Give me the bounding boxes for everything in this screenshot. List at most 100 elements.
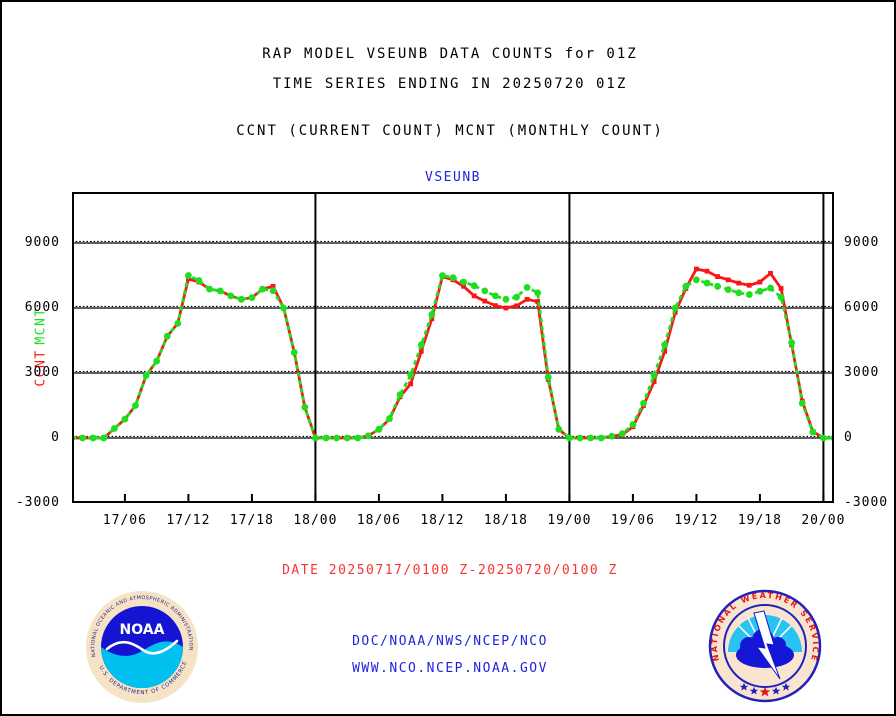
mcnt-marker	[523, 284, 531, 291]
mcnt-marker	[618, 430, 626, 438]
ccnt-marker	[715, 274, 720, 279]
mcnt-marker	[386, 415, 393, 422]
mcnt-marker	[439, 272, 446, 279]
mcnt-marker	[206, 285, 213, 293]
ccnt-marker	[492, 303, 498, 309]
mcnt-marker	[629, 421, 637, 428]
mcnt-marker	[301, 403, 309, 411]
y-axis-tick-label: 9000	[844, 235, 880, 250]
mcnt-marker	[724, 286, 732, 293]
footer-url: WWW.NCO.NCEP.NOAA.GOV	[352, 661, 548, 676]
ccnt-marker	[746, 282, 752, 288]
mcnt-marker	[142, 372, 150, 380]
mcnt-marker	[354, 434, 362, 442]
ccnt-marker	[662, 348, 668, 354]
mcnt-marker	[280, 304, 288, 312]
ccnt-line	[72, 267, 834, 440]
mcnt-marker	[322, 434, 330, 442]
mcnt-marker	[703, 279, 711, 287]
y-axis-tick-label: 6000	[24, 300, 60, 315]
x-axis-tick-label: 19/00	[547, 513, 592, 528]
mcnt-marker	[798, 399, 806, 407]
x-axis-tick-label: 18/18	[483, 513, 528, 528]
mcnt-marker	[343, 434, 351, 442]
mcnt-marker	[820, 434, 827, 442]
mcnt-marker	[79, 434, 86, 442]
mcnt-marker	[428, 311, 436, 318]
mcnt-marker	[470, 282, 478, 290]
mcnt-marker	[132, 402, 139, 409]
timeseries-plot	[72, 192, 834, 503]
mcnt-marker	[110, 425, 118, 432]
chart-title: VSEUNB	[425, 170, 481, 185]
mcnt-marker	[555, 425, 563, 433]
mcnt-marker	[576, 434, 584, 442]
ccnt-marker	[651, 379, 657, 385]
x-axis-tick-label: 18/06	[356, 513, 401, 528]
mcnt-marker	[121, 415, 129, 423]
mcnt-marker	[650, 371, 658, 379]
mcnt-marker	[661, 341, 669, 349]
mcnt-marker	[407, 371, 415, 379]
page-title: RAP MODEL VSEUNB DATA COUNTS for 01Z	[262, 46, 638, 62]
y-axis-tick-label: 0	[51, 430, 60, 445]
date-range-label: DATE 20250717/0100 Z-20250720/0100 Z	[282, 563, 618, 578]
ccnt-marker	[736, 280, 742, 286]
mcnt-marker	[513, 293, 520, 301]
mcnt-marker	[460, 278, 467, 286]
mcnt-marker	[502, 295, 510, 303]
mcnt-marker	[312, 434, 319, 442]
ccnt-marker	[270, 283, 276, 289]
noaa-sea-shape	[101, 641, 183, 688]
noaa-gull-icon	[105, 639, 179, 655]
ccnt-marker	[725, 277, 731, 283]
mcnt-marker	[375, 425, 383, 433]
plot-border	[72, 192, 834, 503]
x-axis-tick-label: 20/00	[801, 513, 846, 528]
x-axis-tick-label: 19/06	[610, 513, 655, 528]
mcnt-marker	[259, 285, 266, 293]
mcnt-marker	[163, 332, 171, 340]
mcnt-marker	[544, 373, 552, 381]
noaa-logo: NATIONAL OCEANIC AND ATMOSPHERIC ADMINIS…	[86, 591, 198, 703]
page-title-line2: TIME SERIES ENDING IN 20250720 01Z	[272, 76, 628, 92]
mcnt-marker	[396, 391, 404, 399]
mcnt-marker	[174, 319, 182, 327]
y-axis-tick-label: 0	[844, 430, 853, 445]
nws-logo: NATIONAL WEATHER SERVICE	[708, 589, 822, 703]
mcnt-marker	[185, 272, 192, 279]
y-axis-tick-label: 3000	[24, 365, 60, 380]
ccnt-marker	[461, 283, 466, 289]
ccnt-marker	[408, 381, 414, 387]
x-axis-tick-label: 19/12	[674, 513, 719, 528]
mcnt-marker	[534, 289, 542, 297]
mcnt-marker	[767, 284, 774, 292]
mcnt-marker	[597, 434, 605, 442]
mcnt-marker	[587, 434, 594, 442]
mcnt-marker	[248, 294, 256, 302]
x-axis-tick-label: 18/12	[420, 513, 465, 528]
y-axis-tick-label: 6000	[844, 300, 880, 315]
mcnt-marker	[608, 432, 616, 440]
noaa-wordmark: NOAA	[120, 622, 165, 638]
ccnt-marker	[429, 316, 435, 322]
mcnt-marker	[682, 282, 690, 290]
mcnt-marker	[777, 293, 785, 301]
mcnt-marker	[449, 274, 457, 282]
ccnt-marker	[471, 293, 477, 299]
y-axis-tick-label: -3000	[844, 495, 889, 510]
mcnt-marker	[714, 282, 721, 290]
mcnt-marker	[100, 434, 108, 442]
ccnt-marker	[757, 279, 763, 285]
x-axis-tick-label: 17/06	[102, 513, 147, 528]
mcnt-marker	[491, 292, 499, 300]
mcnt-marker	[227, 292, 235, 300]
mcnt-marker	[89, 434, 97, 442]
x-axis-tick-label: 19/18	[737, 513, 782, 528]
mcnt-marker	[269, 287, 277, 295]
mcnt-marker	[640, 399, 647, 407]
ccnt-marker	[768, 270, 773, 276]
nws-lightning-icon	[753, 610, 781, 680]
mcnt-marker	[290, 349, 298, 356]
mcnt-marker	[745, 291, 753, 298]
